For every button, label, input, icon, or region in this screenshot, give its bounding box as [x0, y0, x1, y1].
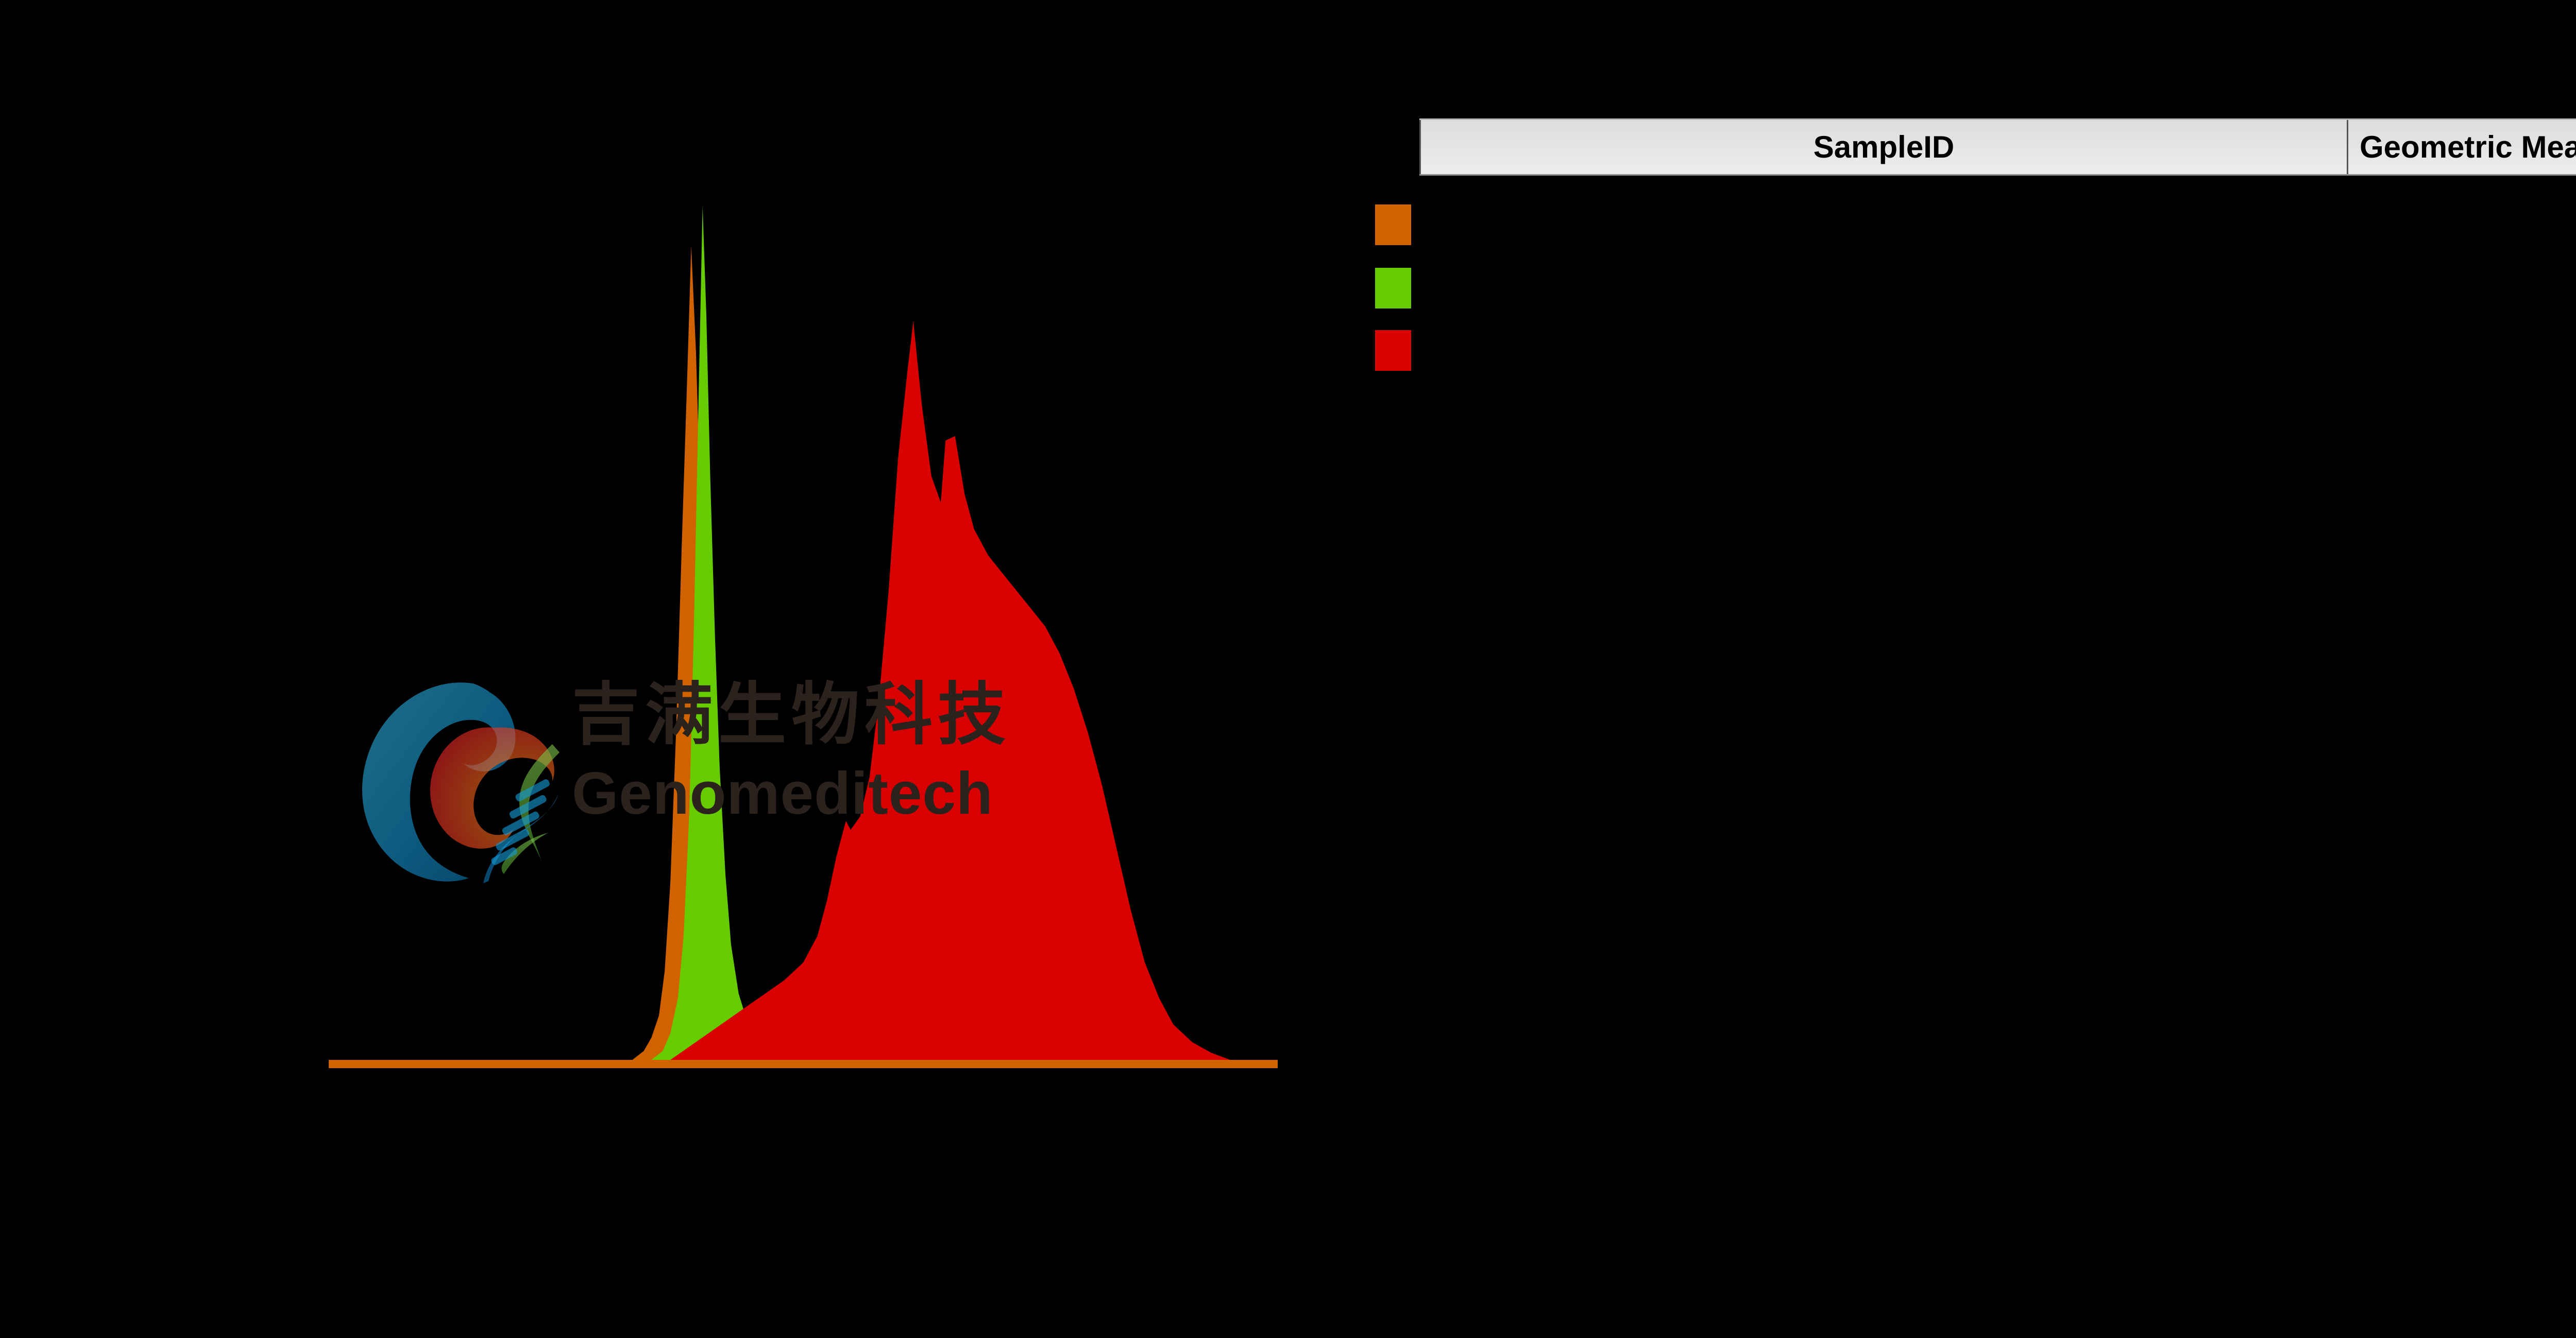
histogram-svg: [329, 206, 1278, 1068]
histogram-trace-series-3-red: [670, 321, 1230, 1060]
histogram-plot: [329, 206, 1278, 1068]
x-axis-baseline: [329, 1060, 1278, 1068]
series-1-swatch[interactable]: [1375, 204, 1411, 245]
series-3-swatch[interactable]: [1375, 330, 1411, 371]
series-2-swatch[interactable]: [1375, 268, 1411, 308]
column-header-sampleid[interactable]: SampleID: [1419, 118, 2348, 176]
histogram-traces: [632, 206, 1230, 1060]
column-header-geometric-mean[interactable]: Geometric Mean : B530-H: [2347, 118, 2576, 176]
legend-item[interactable]: [1375, 330, 1411, 371]
table-header-row: SampleID Geometric Mean : B530-H: [1419, 118, 2576, 176]
legend-item[interactable]: [1375, 204, 1411, 245]
statistics-table: SampleID Geometric Mean : B530-H: [1419, 118, 2576, 176]
histogram-trace-series-1-orange: [632, 246, 822, 1060]
legend-item[interactable]: [1375, 268, 1411, 308]
histogram-trace-series-2-green: [651, 206, 822, 1060]
